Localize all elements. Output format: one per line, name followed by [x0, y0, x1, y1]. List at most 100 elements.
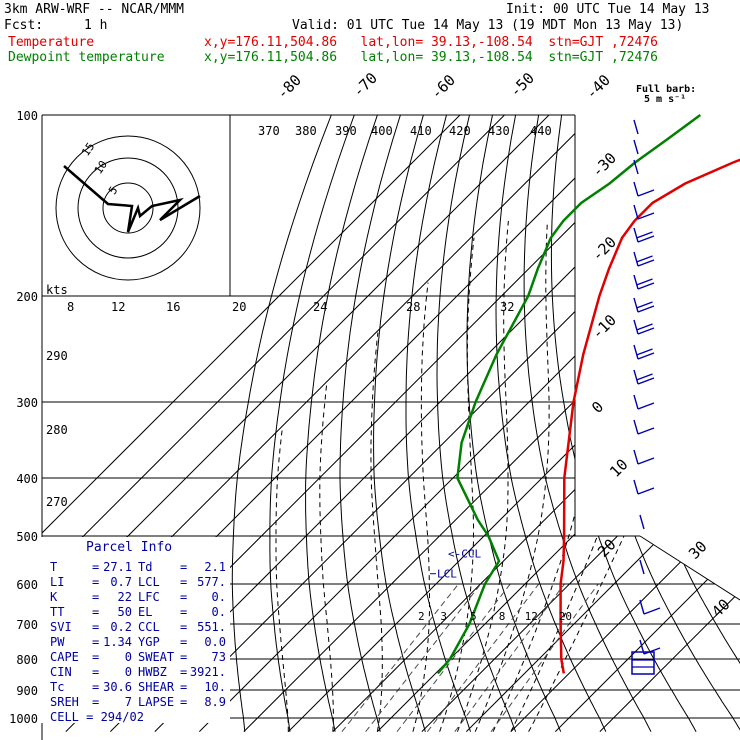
mixing-ratio-line — [490, 583, 599, 732]
parcel-key: LFC — [138, 590, 160, 604]
mixing-ratio-line — [341, 583, 459, 733]
moist-adiabat — [528, 220, 722, 732]
mixing-ratio-label: 20 — [559, 610, 572, 623]
equals-sign: = — [92, 575, 100, 589]
wind-barb-flag — [637, 327, 655, 335]
equals-sign: = — [92, 680, 100, 694]
parcel-key: SREH — [50, 695, 79, 709]
wind-barb — [639, 599, 645, 615]
parcel-value: 577. — [197, 575, 226, 589]
theta-label: 270 — [46, 495, 68, 509]
parcel-value: 30.6 — [103, 680, 132, 694]
moist-adiabat — [275, 427, 289, 732]
equals-sign: = — [180, 575, 188, 589]
wind-barb — [633, 297, 639, 313]
wind-barb-flag — [637, 487, 655, 495]
wind-barb — [633, 369, 639, 385]
theta-label: 370 — [258, 124, 280, 138]
init-time: Init: 00 UTC Tue 14 May 13 — [506, 2, 710, 17]
wind-barb — [633, 227, 639, 243]
isotherm-line — [42, 115, 505, 733]
dry-adiabat — [339, 115, 401, 732]
parcel-key: SHEAR — [138, 680, 175, 694]
dry-adiabat — [523, 115, 652, 732]
dry-adiabat — [603, 115, 740, 732]
wind-barb-flag — [636, 255, 653, 263]
full-barb-units: 5 m s⁻¹ — [644, 94, 687, 105]
equals-sign: = — [92, 620, 100, 634]
wind-barb — [633, 119, 639, 135]
wind-barb-flag — [636, 278, 653, 286]
temperature-tick-label: -30 — [588, 149, 620, 181]
moist-adiabat — [439, 237, 475, 732]
hodograph-ring-label: 5 — [106, 184, 120, 197]
moist-adiabat — [319, 383, 335, 732]
equals-sign: = — [92, 635, 100, 649]
wind-barb — [633, 319, 639, 335]
parcel-value: 50 — [117, 605, 132, 619]
temperature-legend-label: Temperature — [8, 35, 95, 50]
parcel-key: Td — [138, 560, 153, 574]
equals-sign: = — [92, 590, 100, 604]
wind-barb-flag — [643, 647, 661, 655]
parcel-key: CCL — [138, 620, 160, 634]
lcl-label: LCL — [437, 568, 457, 581]
temperature-tick-label: 10 — [606, 455, 632, 481]
model-title: 3km ARW-WRF -- NCAR/MMM — [4, 2, 185, 17]
parcel-value: 1.34 — [103, 635, 132, 649]
forecast-hour: 1 h — [84, 18, 108, 33]
wind-barb — [633, 479, 639, 495]
hodograph-ring-label: 10 — [92, 158, 110, 176]
hodograph-ring — [55, 135, 201, 281]
parcel-key: EL — [138, 605, 153, 619]
valid-time: Valid: 01 UTC Tue 14 May 13 (19 MDT Mon … — [292, 18, 684, 33]
dewpoint-legend-info: x,y=176.11,504.86 lat,lon= 39.13,-108.54… — [204, 50, 658, 65]
equals-sign: = — [180, 560, 188, 574]
wind-barb-flag — [637, 259, 655, 267]
theta-label: 430 — [488, 124, 510, 138]
mixing-ratio-label: 5 — [470, 610, 477, 623]
parcel-value: 0.2 — [110, 620, 132, 634]
parcel-value: 73 — [211, 650, 226, 664]
isotherm-line — [42, 115, 461, 733]
theta-label: 410 — [410, 124, 432, 138]
temperature-tick-label: -70 — [349, 69, 381, 101]
dry-adiabat — [231, 115, 332, 732]
parcel-key: PW — [50, 635, 65, 649]
wind-barb-flag — [637, 427, 655, 435]
parcel-value: 0.7 — [110, 575, 132, 589]
equals-sign: = — [92, 605, 100, 619]
isotherm-line — [42, 115, 550, 733]
parcel-key: TT — [50, 605, 65, 619]
temperature-tick-label: -80 — [273, 71, 305, 103]
equals-sign: = — [180, 620, 188, 634]
parcel-info-panel: Parcel Info T = 27.1 Td = 2.1 LI = 0.7 LCL = 577. K =… — [40, 537, 230, 724]
hodograph-speed-tick: 32 — [500, 300, 514, 314]
wind-barb-flag — [637, 352, 655, 360]
equals-sign: = — [180, 590, 188, 604]
hodograph-trace — [63, 165, 201, 233]
wind-barb-flag — [637, 377, 655, 385]
wind-barb — [639, 514, 645, 530]
dry-adiabat — [699, 115, 740, 733]
parcel-value: 3921. — [189, 665, 226, 679]
mixing-ratio-line — [365, 583, 482, 733]
parcel-value: 0. — [211, 590, 226, 604]
surface-wind-marker — [631, 651, 655, 675]
mixing-ratio-line — [426, 583, 540, 732]
parcel-key: LCL — [138, 575, 160, 589]
equals-sign: = — [92, 560, 100, 574]
wind-barb-flag — [637, 457, 655, 465]
wind-barb — [633, 419, 639, 435]
theta-label: 420 — [449, 124, 471, 138]
hodograph-ring — [77, 157, 179, 259]
theta-label: 290 — [46, 349, 68, 363]
wind-barb-flag — [643, 607, 661, 615]
isotherm-line — [465, 115, 740, 733]
wind-barb-flag — [636, 301, 653, 309]
equals-sign: = — [180, 650, 188, 664]
isotherm-line — [599, 115, 740, 733]
wind-barb — [633, 181, 639, 197]
equals-sign: = — [92, 665, 100, 679]
